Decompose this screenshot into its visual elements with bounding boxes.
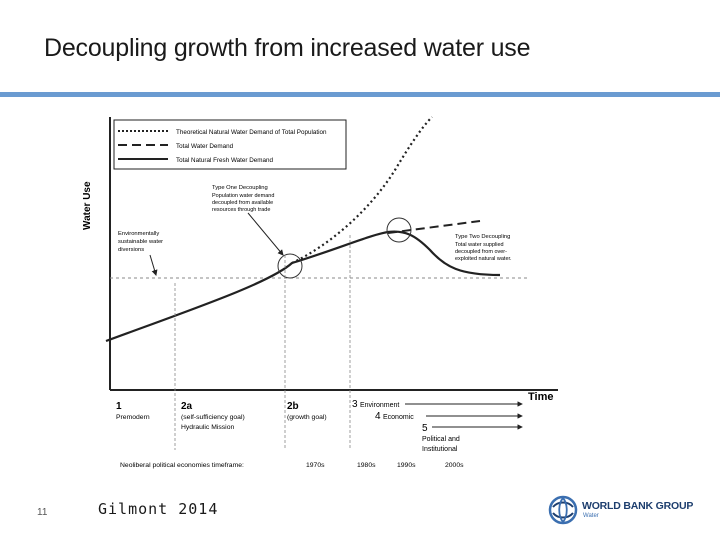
phase-3-label: Environment	[360, 402, 399, 409]
decoupling-diagram: Water Use Time Theoretical Natural Water…	[70, 105, 570, 470]
title-divider	[0, 92, 720, 97]
annotation-type2-title: Type Two Decoupling	[455, 234, 510, 240]
timeframe-1990s: 1990s	[397, 462, 416, 469]
timeframe-2000s: 2000s	[445, 462, 464, 469]
phase-1-number: 1	[116, 401, 122, 412]
annotation-type2-2: decoupled from over-	[455, 249, 507, 255]
slide-title: Decoupling growth from increased water u…	[44, 34, 531, 62]
annotation-type2-1: Total water supplied	[455, 242, 504, 248]
phase-2b-number: 2b	[287, 401, 299, 412]
annotation-type1-title: Type One Decoupling	[212, 185, 268, 191]
phase-5-line1: Political and	[422, 436, 460, 443]
phase-4-label: Economic	[383, 414, 414, 421]
phase-5-number: 5	[422, 423, 428, 434]
timeframe-1970s: 1970s	[306, 462, 325, 469]
phase-5-line2: Institutional	[422, 446, 458, 453]
world-bank-logo: WORLD BANK GROUP Water	[548, 492, 708, 528]
type-one-circle	[277, 253, 303, 279]
phase-2a-line1: (self-sufficiency goal)	[181, 414, 245, 421]
legend-label-total: Total Water Demand	[176, 143, 234, 150]
legend: Theoretical Natural Water Demand of Tota…	[113, 119, 347, 170]
x-axis-label: Time	[528, 391, 553, 403]
total-water-demand-curve	[387, 220, 481, 234]
timeframe-label: Neoliberal political economies timeframe…	[120, 462, 244, 469]
phase-2a-number: 2a	[181, 401, 193, 412]
annotation-type2-3: exploited natural water.	[455, 256, 512, 262]
annotation-env-3: diversions	[118, 247, 144, 253]
phase-2b-label: (growth goal)	[287, 414, 327, 421]
annotation-type1-arrow	[247, 212, 284, 256]
annotation-type1-2: decoupled from available	[212, 200, 273, 206]
annotation-env-2: sustainable water	[118, 239, 163, 245]
legend-label-fresh: Total Natural Fresh Water Demand	[176, 157, 274, 164]
phase-4-number: 4	[375, 411, 381, 422]
phase-3-number: 3	[352, 399, 358, 410]
y-axis-label: Water Use	[82, 181, 93, 230]
annotation-type1-1: Population water demand	[212, 193, 274, 199]
annotation-env-1: Environmentally	[118, 231, 159, 237]
annotation-env-arrow	[149, 254, 158, 276]
type-two-circle	[386, 217, 412, 243]
phase-2a-line2: Hydraulic Mission	[181, 424, 234, 431]
globe-icon	[548, 495, 578, 525]
theoretical-demand-curve	[291, 116, 433, 264]
source-citation: Gilmont 2014	[98, 500, 219, 518]
logo-subtitle: Water	[583, 513, 599, 519]
legend-label-theoretical: Theoretical Natural Water Demand of Tota…	[176, 129, 327, 136]
fresh-water-demand-curve	[105, 230, 501, 343]
slide-number: 11	[37, 507, 48, 518]
phase-1-label: Premodern	[116, 414, 150, 421]
timeframe-1980s: 1980s	[357, 462, 376, 469]
annotation-type1-3: resources through trade	[212, 207, 270, 213]
logo-name: WORLD BANK GROUP	[582, 500, 694, 512]
